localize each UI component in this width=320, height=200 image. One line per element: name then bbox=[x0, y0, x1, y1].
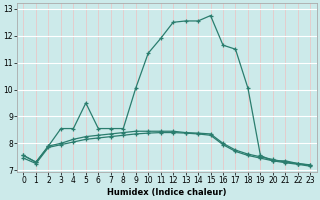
X-axis label: Humidex (Indice chaleur): Humidex (Indice chaleur) bbox=[107, 188, 227, 197]
